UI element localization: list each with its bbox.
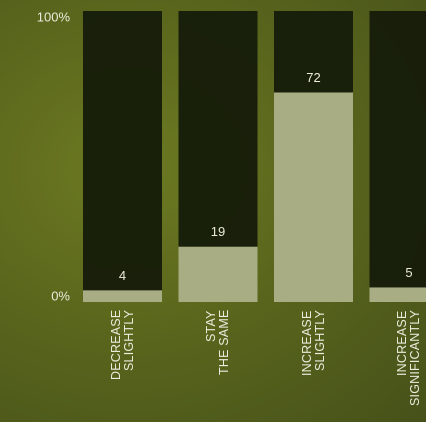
x-tick-label: DECREASE SLIGHTLY [108, 310, 136, 381]
value-label: 19 [211, 224, 225, 239]
value-label: 4 [119, 268, 126, 283]
y-tick-label: 0% [51, 288, 70, 303]
bar [83, 290, 162, 302]
value-label: 72 [306, 70, 320, 85]
bar-background [83, 11, 162, 302]
x-tick-label: STAY THE SAME [204, 310, 231, 376]
bar [178, 246, 258, 302]
x-tick-label: INCREASE SLIGHTLY [299, 310, 327, 376]
value-label: 5 [405, 265, 412, 280]
y-tick-label: 100% [37, 9, 71, 24]
bar [274, 92, 353, 302]
bar [369, 287, 426, 302]
x-tick-label: INCREASE SIGNIFICANTLY [395, 310, 422, 407]
bar-background [369, 11, 426, 302]
